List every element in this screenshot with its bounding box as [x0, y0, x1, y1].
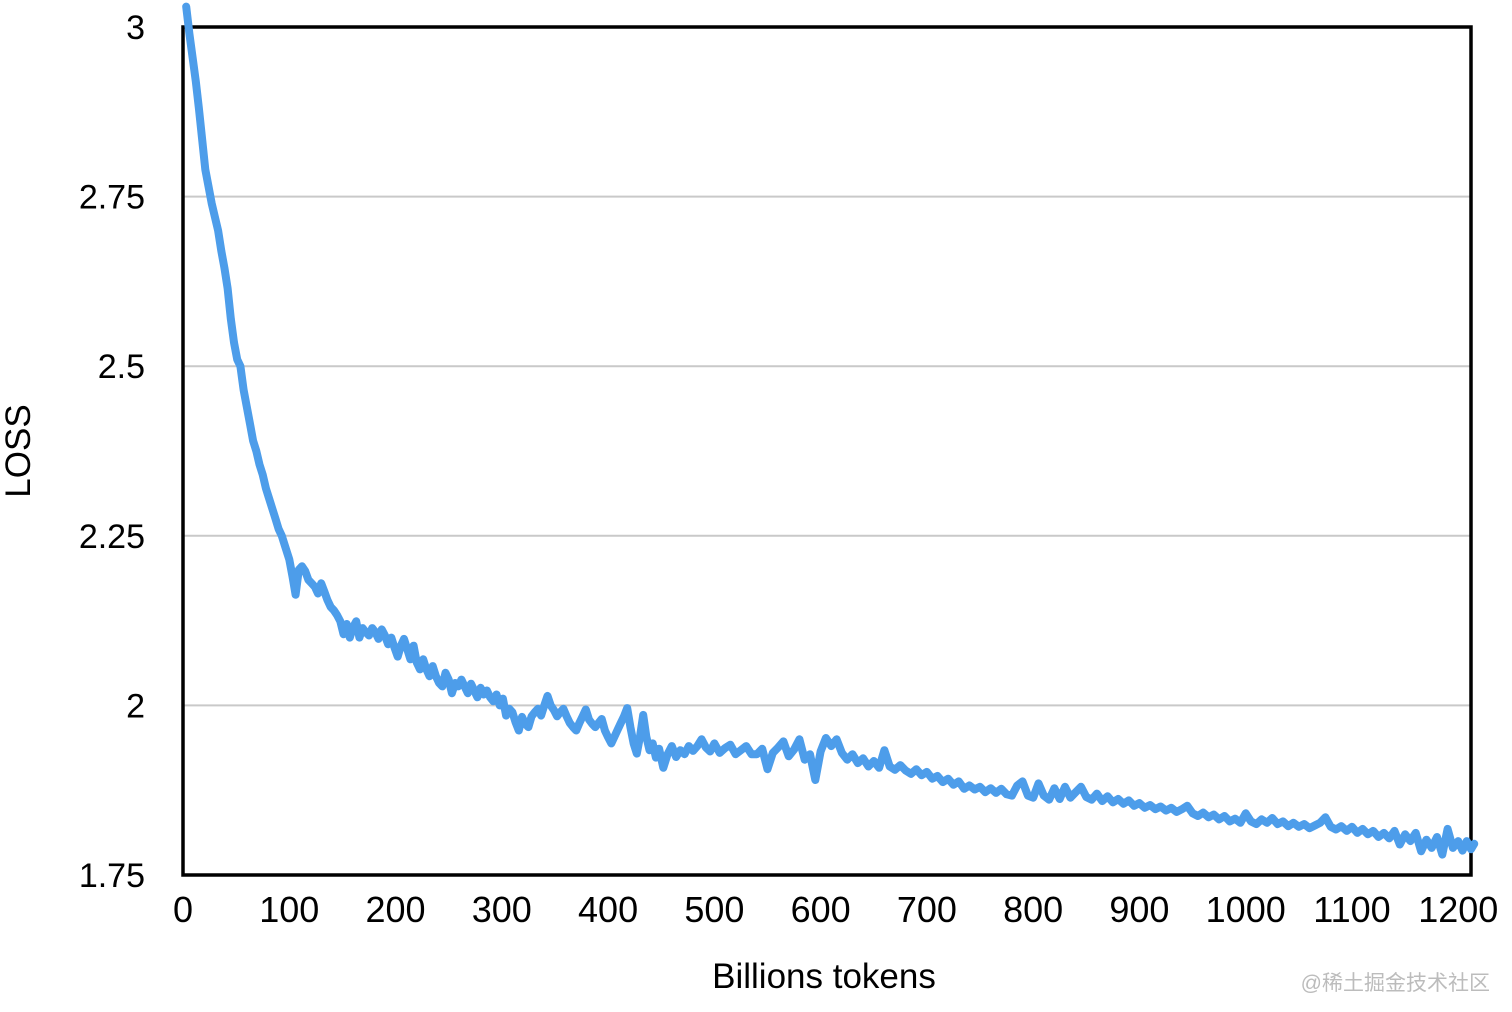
x-tick-label: 1000	[1206, 889, 1286, 930]
loss-curve	[182, 2, 1479, 859]
x-tick-label: 300	[472, 889, 532, 930]
x-tick-label: 700	[897, 889, 957, 930]
y-tick-label: 2.5	[98, 348, 145, 386]
x-tick-label: 900	[1109, 889, 1169, 930]
x-axis-tick-labels: 0 100 200 300 400 500 600 700 800 900 1000 1100 1200	[173, 889, 1498, 930]
x-tick-label: 1100	[1313, 889, 1390, 930]
x-tick-label: 200	[366, 889, 426, 930]
watermark: @稀土掘金技术社区	[1301, 972, 1490, 995]
x-tick-label: 100	[259, 889, 319, 930]
x-tick-label: 500	[684, 889, 744, 930]
plot-border	[181, 25, 1473, 877]
y-tick-label: 1.75	[79, 857, 145, 895]
x-axis-title: Billions tokens	[712, 957, 936, 996]
x-tick-label: 800	[1003, 889, 1063, 930]
x-tick-label: 400	[578, 889, 638, 930]
y-tick-label: 2.75	[79, 179, 145, 217]
y-tick-label: 3	[126, 9, 145, 47]
y-axis-title: LOSS	[0, 404, 38, 497]
gridlines	[183, 195, 1471, 707]
y-tick-label: 2	[126, 687, 145, 725]
x-tick-label: 0	[173, 889, 193, 930]
y-axis-tick-labels: 1.75 2 2.25 2.5 2.75 3	[79, 9, 145, 895]
y-tick-label: 2.25	[79, 518, 145, 556]
x-tick-label: 600	[791, 889, 851, 930]
x-tick-label: 1200	[1418, 889, 1498, 930]
